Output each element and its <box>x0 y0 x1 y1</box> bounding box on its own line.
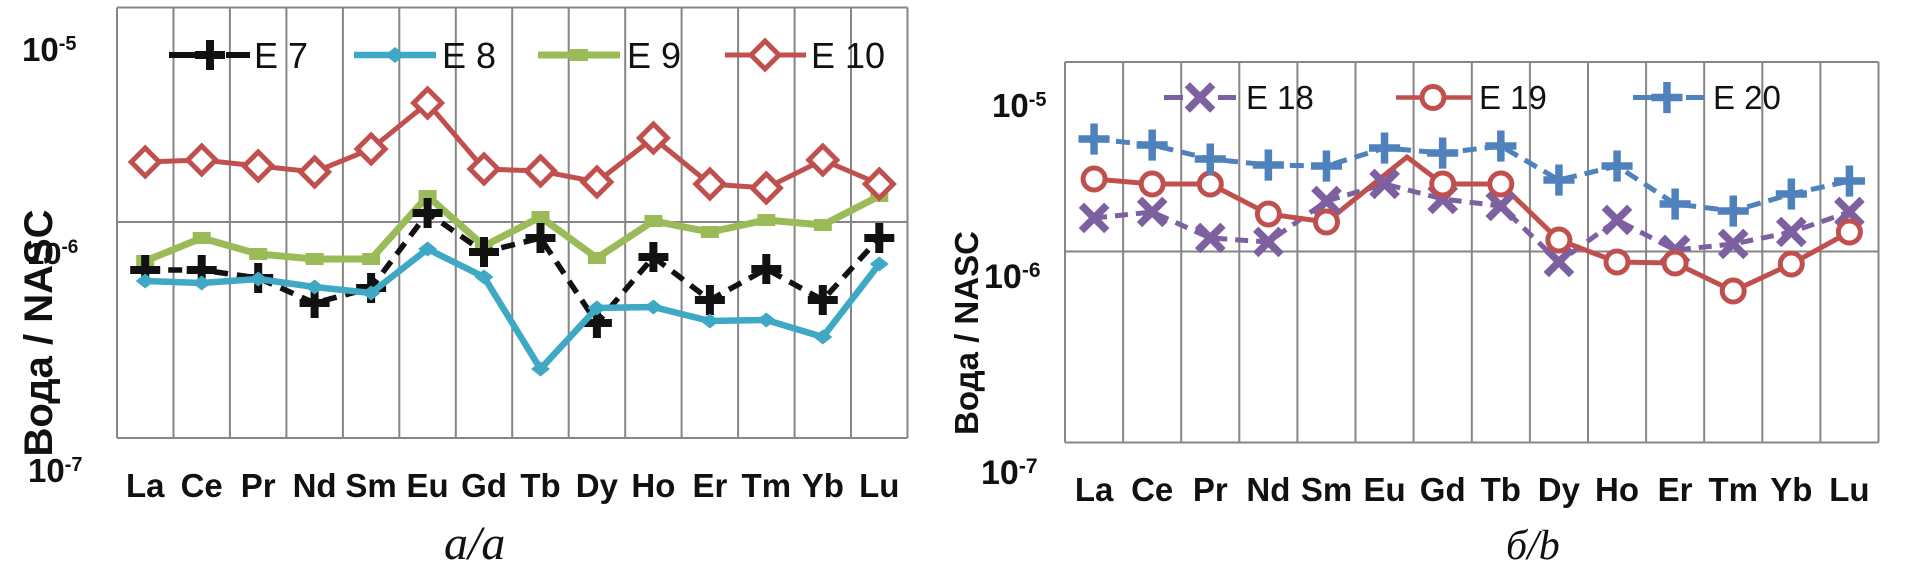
svg-text:Eu: Eu <box>1364 471 1406 508</box>
svg-text:La: La <box>126 467 165 504</box>
svg-text:Pr: Pr <box>1193 471 1228 508</box>
svg-text:Gd: Gd <box>1420 471 1466 508</box>
svg-text:б/b: б/b <box>1506 523 1560 569</box>
svg-text:E 20: E 20 <box>1713 79 1781 116</box>
svg-text:E 18: E 18 <box>1246 79 1314 116</box>
svg-text:Вода / NASC: Вода / NASC <box>948 231 985 435</box>
svg-text:Pr: Pr <box>241 467 276 504</box>
svg-text:Sm: Sm <box>1301 471 1352 508</box>
svg-text:E 9: E 9 <box>627 35 681 76</box>
svg-text:Yb: Yb <box>802 467 844 504</box>
svg-text:Lu: Lu <box>859 467 899 504</box>
svg-text:Вода / NASC: Вода / NASC <box>17 209 61 456</box>
svg-text:Er: Er <box>1658 471 1693 508</box>
svg-text:E 7: E 7 <box>254 35 308 76</box>
svg-text:Ho: Ho <box>631 467 675 504</box>
svg-text:Dy: Dy <box>1538 471 1581 508</box>
svg-text:Nd: Nd <box>293 467 337 504</box>
svg-text:Ho: Ho <box>1595 471 1639 508</box>
svg-text:Ce: Ce <box>181 467 223 504</box>
svg-text:Ce: Ce <box>1131 471 1173 508</box>
svg-text:Lu: Lu <box>1829 471 1869 508</box>
svg-text:Tb: Tb <box>520 467 560 504</box>
svg-text:Er: Er <box>692 467 727 504</box>
svg-text:E 19: E 19 <box>1479 79 1547 116</box>
svg-text:Dy: Dy <box>576 467 619 504</box>
svg-text:Tm: Tm <box>742 467 792 504</box>
svg-text:Tb: Tb <box>1481 471 1521 508</box>
svg-text:La: La <box>1075 471 1114 508</box>
svg-text:Sm: Sm <box>345 467 396 504</box>
svg-text:Eu: Eu <box>407 467 449 504</box>
svg-text:Yb: Yb <box>1770 471 1812 508</box>
svg-text:E 10: E 10 <box>811 35 885 76</box>
svg-text:Gd: Gd <box>461 467 507 504</box>
svg-text:а/а: а/а <box>444 517 505 570</box>
svg-text:10-5: 10-5 <box>22 31 77 68</box>
svg-text:Nd: Nd <box>1246 471 1290 508</box>
svg-text:10-7: 10-7 <box>28 452 83 489</box>
svg-text:E 8: E 8 <box>442 35 496 76</box>
svg-text:Tm: Tm <box>1708 471 1758 508</box>
